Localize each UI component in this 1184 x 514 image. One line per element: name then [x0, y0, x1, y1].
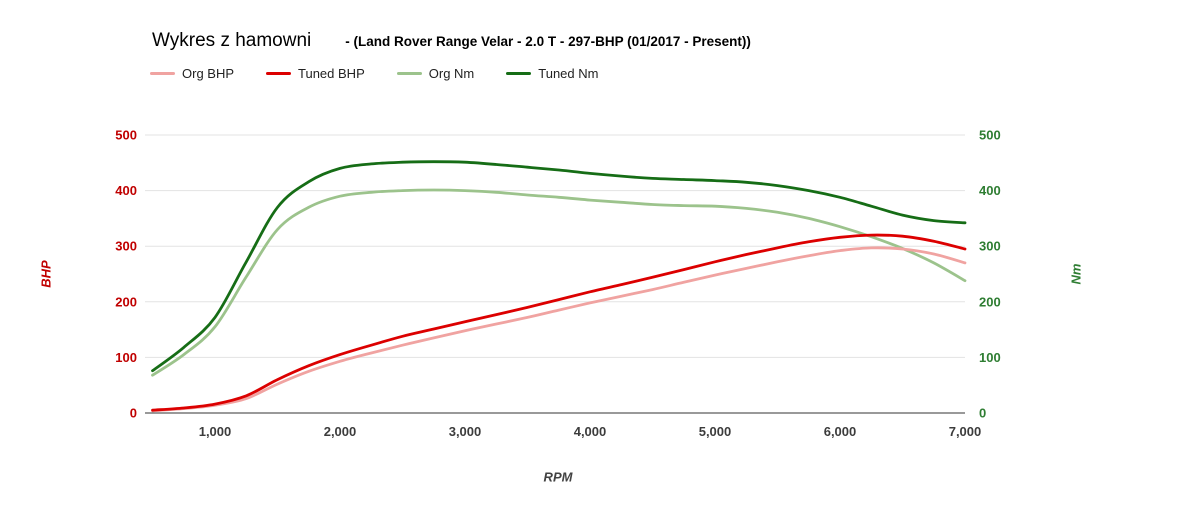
x-axis-tick-label: 4,000	[574, 424, 607, 439]
legend-label: Org BHP	[182, 66, 235, 81]
legend-label: Org Nm	[428, 66, 475, 81]
legend-item-tuned-bhp: Tuned BHP	[266, 66, 365, 81]
right-axis-title: Nm	[1068, 263, 1084, 285]
x-axis-tick-label: 7,000	[949, 424, 982, 439]
left-axis-tick-label: 100	[115, 350, 137, 365]
chart-legend: Org BHP Tuned BHP Org Nm Tuned Nm	[150, 66, 598, 81]
x-axis-tick-label: 1,000	[199, 424, 232, 439]
left-axis-title: BHP	[38, 260, 54, 288]
chart-title: Wykres z hamowni	[152, 30, 312, 51]
right-axis-tick-label: 200	[979, 294, 1001, 309]
left-axis-tick-label: 500	[115, 128, 137, 143]
series-line-tuned-nm	[151, 160, 967, 373]
legend-item-tuned-nm: Tuned Nm	[506, 66, 598, 81]
left-axis-tick-label: 0	[130, 406, 137, 421]
legend-swatch	[396, 72, 422, 75]
chart-subtitle: - (Land Rover Range Velar - 2.0 T - 297-…	[345, 34, 751, 49]
left-axis-tick-label: 400	[115, 183, 137, 198]
x-axis-title: RPM	[543, 469, 573, 485]
x-axis-tick-label: 5,000	[699, 424, 732, 439]
legend-item-org-nm: Org Nm	[396, 66, 475, 81]
legend-label: Tuned BHP	[298, 66, 365, 81]
left-axis-tick-label: 300	[115, 239, 137, 254]
series-line-org-bhp	[151, 246, 967, 413]
x-axis-tick-label: 6,000	[824, 424, 857, 439]
legend-swatch	[150, 72, 175, 75]
right-axis-tick-label: 500	[979, 128, 1001, 143]
chart-header: Wykres z hamowni - (Land Rover Range Vel…	[152, 30, 751, 52]
right-axis-tick-label: 0	[979, 406, 986, 421]
legend-item-org-bhp: Org BHP	[150, 66, 234, 81]
series-line-tuned-bhp	[151, 233, 967, 412]
x-axis-tick-label: 3,000	[449, 424, 482, 439]
series-line-org-nm	[151, 188, 967, 377]
legend-label: Tuned Nm	[538, 66, 599, 81]
right-axis-tick-label: 300	[979, 239, 1001, 254]
legend-swatch	[506, 72, 532, 75]
right-axis-tick-label: 400	[979, 183, 1001, 198]
x-axis-tick-label: 2,000	[324, 424, 357, 439]
legend-swatch	[266, 72, 292, 75]
left-axis-tick-label: 200	[115, 294, 137, 309]
right-axis-tick-label: 100	[979, 350, 1001, 365]
